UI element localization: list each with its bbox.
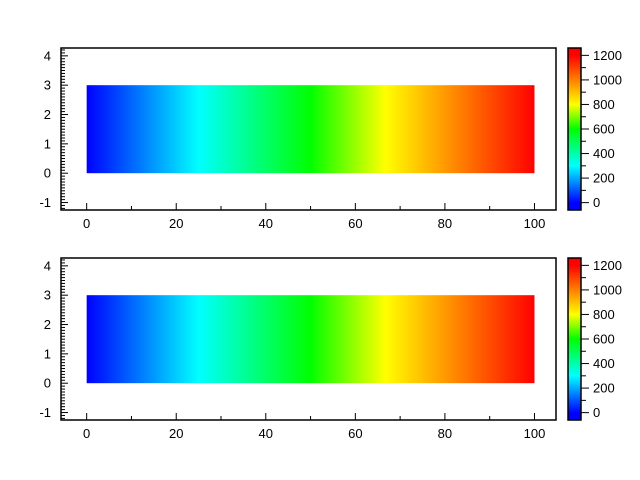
svg-text:60: 60 xyxy=(348,426,362,441)
svg-text:20: 20 xyxy=(169,216,183,231)
svg-text:4: 4 xyxy=(44,258,51,273)
svg-text:20: 20 xyxy=(169,426,183,441)
svg-text:800: 800 xyxy=(593,307,615,322)
svg-text:3: 3 xyxy=(44,288,51,303)
svg-text:100: 100 xyxy=(524,216,546,231)
svg-text:600: 600 xyxy=(593,122,615,137)
svg-text:100: 100 xyxy=(524,426,546,441)
svg-text:800: 800 xyxy=(593,97,615,112)
svg-text:4: 4 xyxy=(44,48,51,63)
svg-text:1: 1 xyxy=(44,346,51,361)
svg-text:0: 0 xyxy=(593,195,600,210)
svg-text:40: 40 xyxy=(259,426,273,441)
svg-text:80: 80 xyxy=(438,216,452,231)
svg-text:1200: 1200 xyxy=(593,48,622,63)
svg-text:0: 0 xyxy=(83,426,90,441)
svg-text:1200: 1200 xyxy=(593,258,622,273)
svg-text:200: 200 xyxy=(593,381,615,396)
svg-text:1000: 1000 xyxy=(593,72,622,87)
svg-text:0: 0 xyxy=(44,166,51,181)
svg-text:80: 80 xyxy=(438,426,452,441)
svg-text:-1: -1 xyxy=(39,405,51,420)
svg-text:0: 0 xyxy=(44,376,51,391)
svg-text:400: 400 xyxy=(593,356,615,371)
svg-text:40: 40 xyxy=(259,216,273,231)
svg-text:1: 1 xyxy=(44,136,51,151)
svg-text:2: 2 xyxy=(44,107,51,122)
svg-text:200: 200 xyxy=(593,171,615,186)
svg-text:600: 600 xyxy=(593,332,615,347)
svg-text:1000: 1000 xyxy=(593,282,622,297)
svg-text:3: 3 xyxy=(44,78,51,93)
svg-text:0: 0 xyxy=(83,216,90,231)
svg-text:60: 60 xyxy=(348,216,362,231)
svg-text:400: 400 xyxy=(593,146,615,161)
svg-text:2: 2 xyxy=(44,317,51,332)
svg-text:0: 0 xyxy=(593,405,600,420)
svg-text:-1: -1 xyxy=(39,195,51,210)
